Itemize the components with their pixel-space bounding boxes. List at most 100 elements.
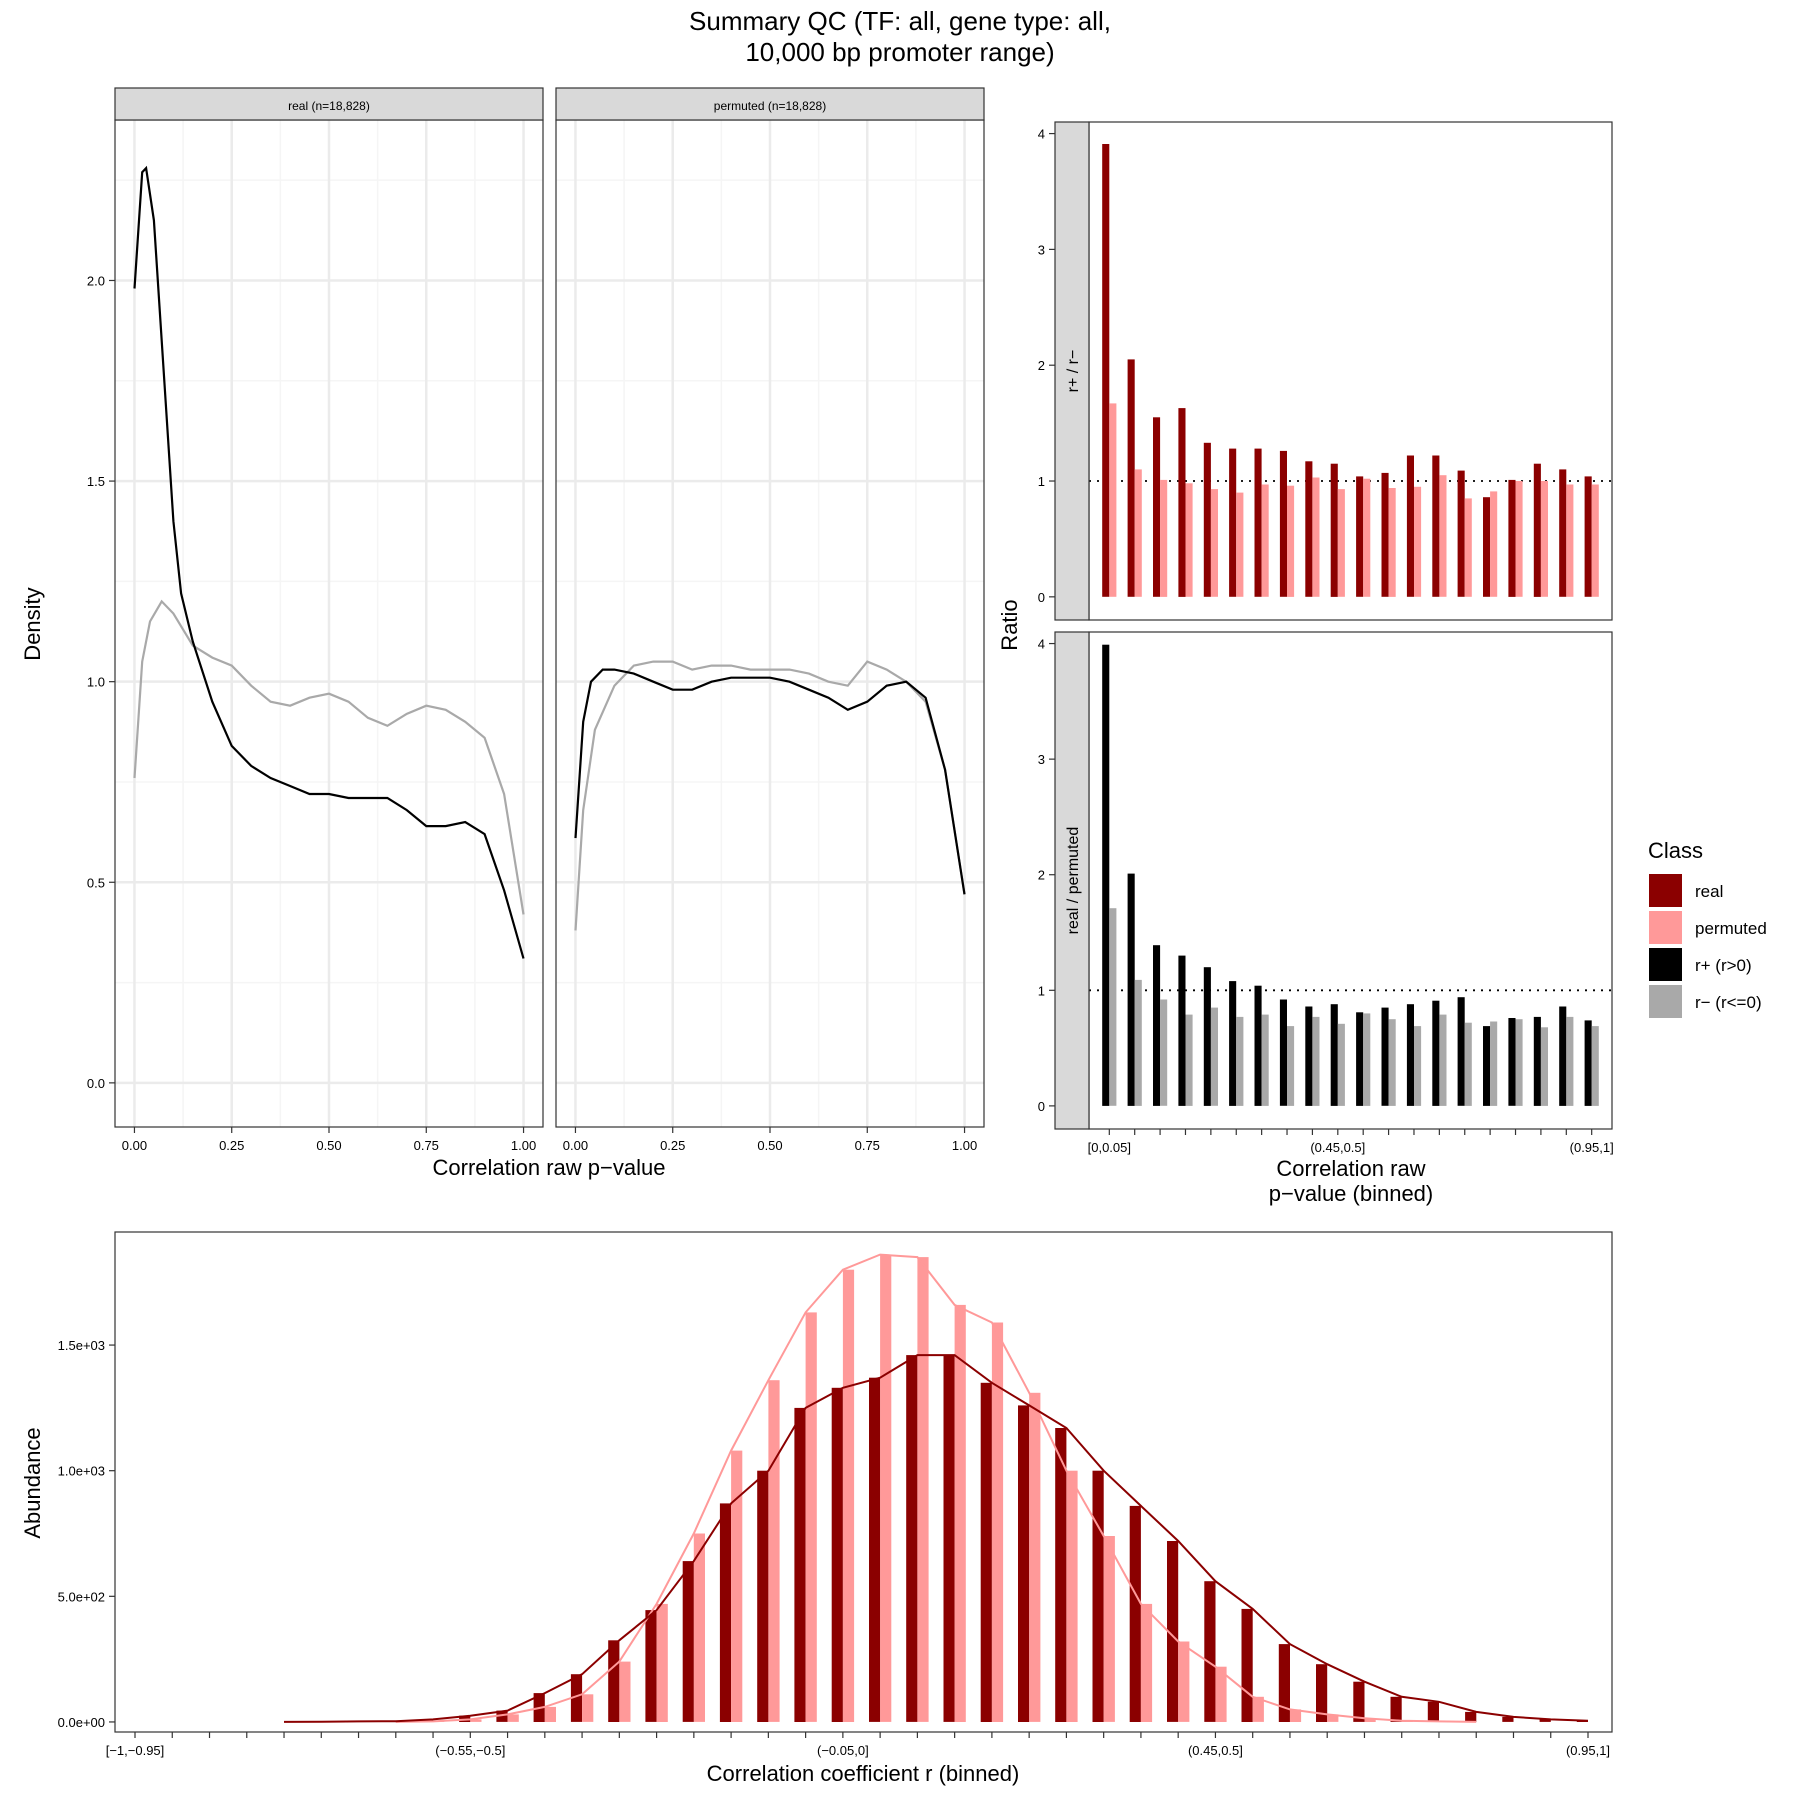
ratio-bar (1540, 1027, 1548, 1106)
x-tick-label: 0.75 (855, 1138, 880, 1153)
ratio-bar (1381, 1007, 1389, 1106)
ratio-bar (1584, 476, 1592, 597)
x-tick-label: (−0.55,−0.5] (435, 1743, 505, 1758)
x-tick-label: 0.75 (414, 1138, 439, 1153)
ratio-panel-1: real / permuted 0 1 2 3 4 (1038, 631, 1613, 1130)
abundance-bar (1390, 1696, 1402, 1722)
y-tick-label: 1.0 (87, 675, 105, 690)
y-tick-label: 2 (1038, 358, 1045, 373)
y-tick-label: 4 (1038, 127, 1045, 142)
ratio-bar (1102, 144, 1110, 597)
legend-label: r− (r<=0) (1695, 993, 1762, 1012)
x-tick-label: (0.95,1] (1566, 1743, 1610, 1758)
x-tick-label: 0.25 (660, 1138, 685, 1153)
ratio-bar (1566, 484, 1574, 597)
ratio-bar (1185, 1014, 1193, 1106)
ratio-bar (1236, 1016, 1244, 1106)
facet-strip-label: r+ / r− (1065, 350, 1082, 393)
y-tick-label: 4 (1038, 637, 1045, 652)
legend-title: Class (1648, 838, 1703, 863)
ratio-bar (1203, 442, 1211, 597)
ratio-bar (1127, 873, 1135, 1106)
ratio-bar (1287, 485, 1295, 597)
ratio-plot: r+ / r− 0 1 2 3 4 real / permuted 0 1 2 3 4 [0,0.05]… (997, 121, 1614, 1206)
y-tick-label: 0.0 (87, 1076, 105, 1091)
ratio-bar (1356, 1012, 1364, 1106)
ratio-bar (1229, 981, 1237, 1106)
abundance-bar (1029, 1392, 1041, 1722)
y-tick-label: 1.5 (87, 474, 105, 489)
x-tick-label: [0,0.05] (1088, 1140, 1131, 1155)
x-axis-title-line-2: p−value (binned) (1269, 1181, 1434, 1206)
abundance-bar (869, 1377, 881, 1722)
legend-label: real (1695, 882, 1723, 901)
y-tick-label: 0.0e+00 (58, 1715, 105, 1730)
ratio-bar (1261, 1014, 1269, 1106)
abundance-bar (645, 1610, 657, 1722)
ratio-bar (1261, 484, 1269, 597)
ratio-bar (1134, 469, 1142, 597)
ratio-bar (1160, 479, 1168, 597)
abundance-bar (1129, 1505, 1141, 1722)
abundance-bar (917, 1257, 929, 1722)
ratio-bar (1533, 1016, 1541, 1106)
panel-background (1089, 122, 1612, 620)
ratio-bar (1591, 1026, 1599, 1106)
x-tick-label: (0.45,0.5] (1188, 1743, 1243, 1758)
ratio-bar (1109, 403, 1117, 597)
ratio-bar (1254, 448, 1262, 597)
y-tick-label: 2.0 (87, 273, 105, 288)
ratio-bar (1515, 1019, 1523, 1106)
abundance-bar (1252, 1696, 1264, 1722)
abundance-bar (1066, 1470, 1078, 1722)
ratio-bar (1591, 484, 1599, 597)
abundance-bar (1204, 1581, 1216, 1722)
density-plot: real (n=18,828) 0.00 0.25 0.50 0.75 1.00 0.0 0.… (20, 87, 985, 1180)
ratio-bar (1178, 955, 1186, 1106)
abundance-bar (991, 1322, 1004, 1722)
x-axis-title-line-1: Correlation raw (1276, 1156, 1425, 1181)
ratio-bar (1337, 1023, 1345, 1106)
ratio-bar (1279, 999, 1287, 1106)
abundance-bar (619, 1661, 631, 1722)
legend: Class real permuted r+ (r>0) r− (r<=0) (1648, 838, 1767, 1018)
ratio-bar (1363, 1013, 1371, 1106)
legend-swatch (1649, 985, 1682, 1018)
ratio-bar (1381, 472, 1389, 597)
facet-strip (114, 87, 544, 121)
panel-background (1089, 632, 1612, 1129)
density-line (574, 668, 966, 895)
facet-strip-label: real (n=18,828) (288, 99, 370, 113)
abundance-bar (470, 1719, 482, 1722)
abundance-bar (1289, 1709, 1302, 1722)
abundance-bar (1092, 1470, 1104, 1722)
abundance-bar (608, 1640, 620, 1722)
abundance-bar (1018, 1405, 1030, 1722)
ratio-panel-0: r+ / r− 0 1 2 3 4 (1038, 121, 1613, 621)
x-tick-label: (0.95,1] (1570, 1140, 1614, 1155)
abundance-bar (1241, 1608, 1253, 1722)
x-tick-label: 0.50 (757, 1138, 782, 1153)
y-axis-title: Abundance (20, 1427, 45, 1538)
ratio-bar (1102, 644, 1110, 1106)
y-tick-label: 5.0e+02 (58, 1589, 105, 1604)
ratio-bar (1414, 486, 1422, 597)
facet-strip (555, 87, 985, 121)
abundance-bar (1316, 1664, 1328, 1722)
abundance-bar (842, 1269, 855, 1722)
legend-swatch (1649, 948, 1682, 981)
legend-label: permuted (1695, 919, 1767, 938)
y-tick-label: 3 (1038, 752, 1045, 767)
y-axis-title: Ratio (997, 599, 1022, 650)
abundance-bar (1178, 1641, 1190, 1722)
ratio-bar (1254, 985, 1262, 1106)
abundance-bar (768, 1380, 780, 1722)
ratio-bar (1515, 481, 1523, 597)
abundance-bar (906, 1355, 918, 1722)
abundance-bar (1055, 1428, 1067, 1722)
abundance-bar (719, 1503, 732, 1722)
abundance-bar (1427, 1701, 1439, 1722)
y-tick-label: 1.0e+03 (58, 1464, 105, 1479)
x-tick-label: 0.00 (563, 1138, 588, 1153)
